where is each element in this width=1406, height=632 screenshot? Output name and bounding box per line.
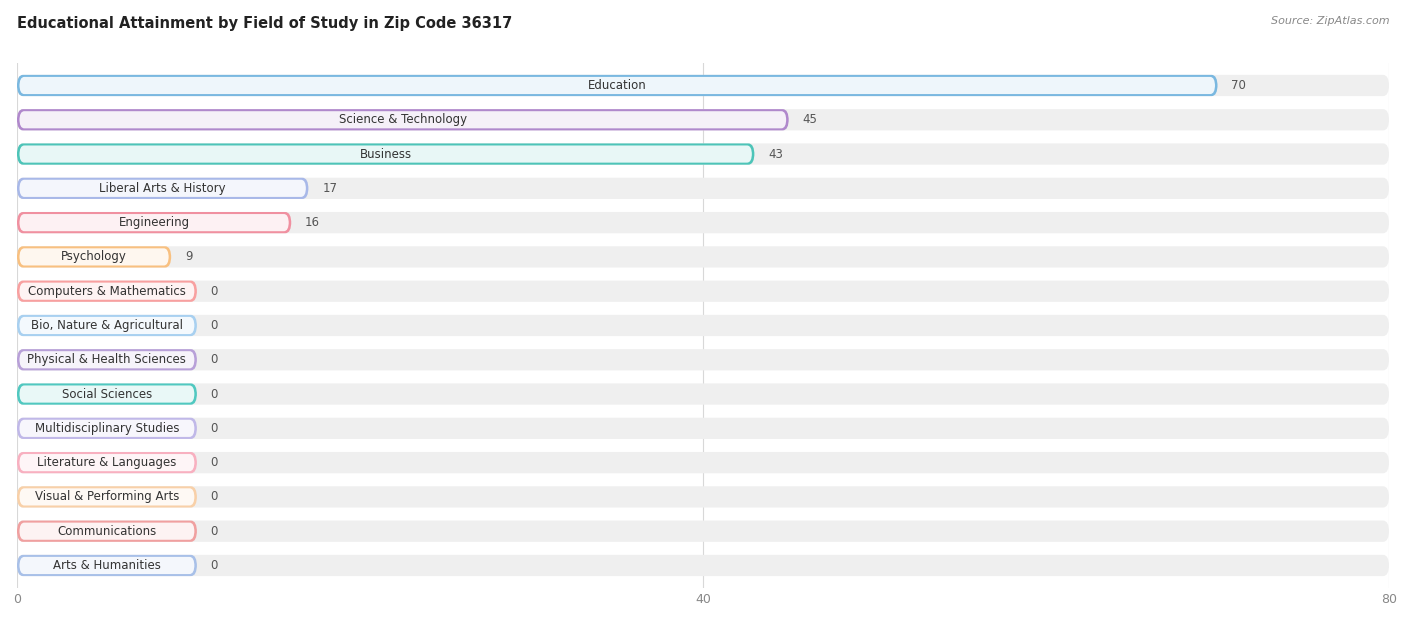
FancyBboxPatch shape bbox=[20, 454, 194, 471]
FancyBboxPatch shape bbox=[17, 384, 1389, 404]
FancyBboxPatch shape bbox=[20, 386, 194, 403]
FancyBboxPatch shape bbox=[20, 214, 288, 231]
Text: 16: 16 bbox=[305, 216, 321, 229]
FancyBboxPatch shape bbox=[17, 521, 197, 542]
Text: Bio, Nature & Agricultural: Bio, Nature & Agricultural bbox=[31, 319, 183, 332]
FancyBboxPatch shape bbox=[20, 111, 786, 128]
Text: Visual & Performing Arts: Visual & Performing Arts bbox=[35, 490, 179, 504]
FancyBboxPatch shape bbox=[17, 349, 1389, 370]
FancyBboxPatch shape bbox=[17, 75, 1389, 96]
FancyBboxPatch shape bbox=[17, 246, 172, 267]
FancyBboxPatch shape bbox=[17, 178, 1389, 199]
Text: 0: 0 bbox=[211, 456, 218, 469]
FancyBboxPatch shape bbox=[17, 486, 197, 507]
FancyBboxPatch shape bbox=[17, 555, 1389, 576]
FancyBboxPatch shape bbox=[17, 246, 1389, 267]
FancyBboxPatch shape bbox=[20, 145, 752, 162]
Text: 0: 0 bbox=[211, 559, 218, 572]
Text: Multidisciplinary Studies: Multidisciplinary Studies bbox=[35, 422, 179, 435]
FancyBboxPatch shape bbox=[17, 212, 291, 233]
FancyBboxPatch shape bbox=[17, 315, 1389, 336]
FancyBboxPatch shape bbox=[17, 555, 197, 576]
Text: 70: 70 bbox=[1232, 79, 1246, 92]
FancyBboxPatch shape bbox=[20, 420, 194, 437]
Text: 0: 0 bbox=[211, 353, 218, 367]
Text: 0: 0 bbox=[211, 525, 218, 538]
FancyBboxPatch shape bbox=[17, 178, 308, 199]
FancyBboxPatch shape bbox=[17, 109, 1389, 130]
FancyBboxPatch shape bbox=[20, 317, 194, 334]
Text: Engineering: Engineering bbox=[118, 216, 190, 229]
Text: Business: Business bbox=[360, 147, 412, 161]
FancyBboxPatch shape bbox=[17, 281, 197, 302]
FancyBboxPatch shape bbox=[17, 384, 197, 404]
FancyBboxPatch shape bbox=[17, 143, 755, 165]
Text: 0: 0 bbox=[211, 284, 218, 298]
Text: 0: 0 bbox=[211, 319, 218, 332]
FancyBboxPatch shape bbox=[20, 77, 1215, 94]
Text: Education: Education bbox=[588, 79, 647, 92]
Text: Arts & Humanities: Arts & Humanities bbox=[53, 559, 160, 572]
Text: Social Sciences: Social Sciences bbox=[62, 387, 152, 401]
Text: 17: 17 bbox=[322, 182, 337, 195]
FancyBboxPatch shape bbox=[20, 489, 194, 506]
FancyBboxPatch shape bbox=[20, 523, 194, 540]
FancyBboxPatch shape bbox=[17, 349, 197, 370]
FancyBboxPatch shape bbox=[20, 179, 307, 197]
Text: Liberal Arts & History: Liberal Arts & History bbox=[100, 182, 226, 195]
FancyBboxPatch shape bbox=[17, 486, 1389, 507]
FancyBboxPatch shape bbox=[20, 283, 194, 300]
Text: 43: 43 bbox=[768, 147, 783, 161]
Text: 45: 45 bbox=[803, 113, 817, 126]
Text: Computers & Mathematics: Computers & Mathematics bbox=[28, 284, 186, 298]
FancyBboxPatch shape bbox=[17, 418, 1389, 439]
FancyBboxPatch shape bbox=[20, 351, 194, 368]
FancyBboxPatch shape bbox=[20, 248, 169, 265]
FancyBboxPatch shape bbox=[17, 75, 1218, 96]
Text: 0: 0 bbox=[211, 490, 218, 504]
Text: 0: 0 bbox=[211, 422, 218, 435]
FancyBboxPatch shape bbox=[17, 418, 197, 439]
FancyBboxPatch shape bbox=[17, 143, 1389, 165]
FancyBboxPatch shape bbox=[20, 557, 194, 574]
FancyBboxPatch shape bbox=[17, 212, 1389, 233]
FancyBboxPatch shape bbox=[17, 281, 1389, 302]
Text: Psychology: Psychology bbox=[60, 250, 127, 264]
Text: Source: ZipAtlas.com: Source: ZipAtlas.com bbox=[1271, 16, 1389, 26]
Text: Science & Technology: Science & Technology bbox=[339, 113, 467, 126]
FancyBboxPatch shape bbox=[17, 452, 197, 473]
Text: Physical & Health Sciences: Physical & Health Sciences bbox=[28, 353, 187, 367]
Text: 9: 9 bbox=[186, 250, 193, 264]
Text: Literature & Languages: Literature & Languages bbox=[37, 456, 177, 469]
Text: Communications: Communications bbox=[58, 525, 156, 538]
FancyBboxPatch shape bbox=[17, 521, 1389, 542]
FancyBboxPatch shape bbox=[17, 452, 1389, 473]
FancyBboxPatch shape bbox=[17, 315, 197, 336]
Text: 0: 0 bbox=[211, 387, 218, 401]
Text: Educational Attainment by Field of Study in Zip Code 36317: Educational Attainment by Field of Study… bbox=[17, 16, 512, 31]
FancyBboxPatch shape bbox=[17, 109, 789, 130]
